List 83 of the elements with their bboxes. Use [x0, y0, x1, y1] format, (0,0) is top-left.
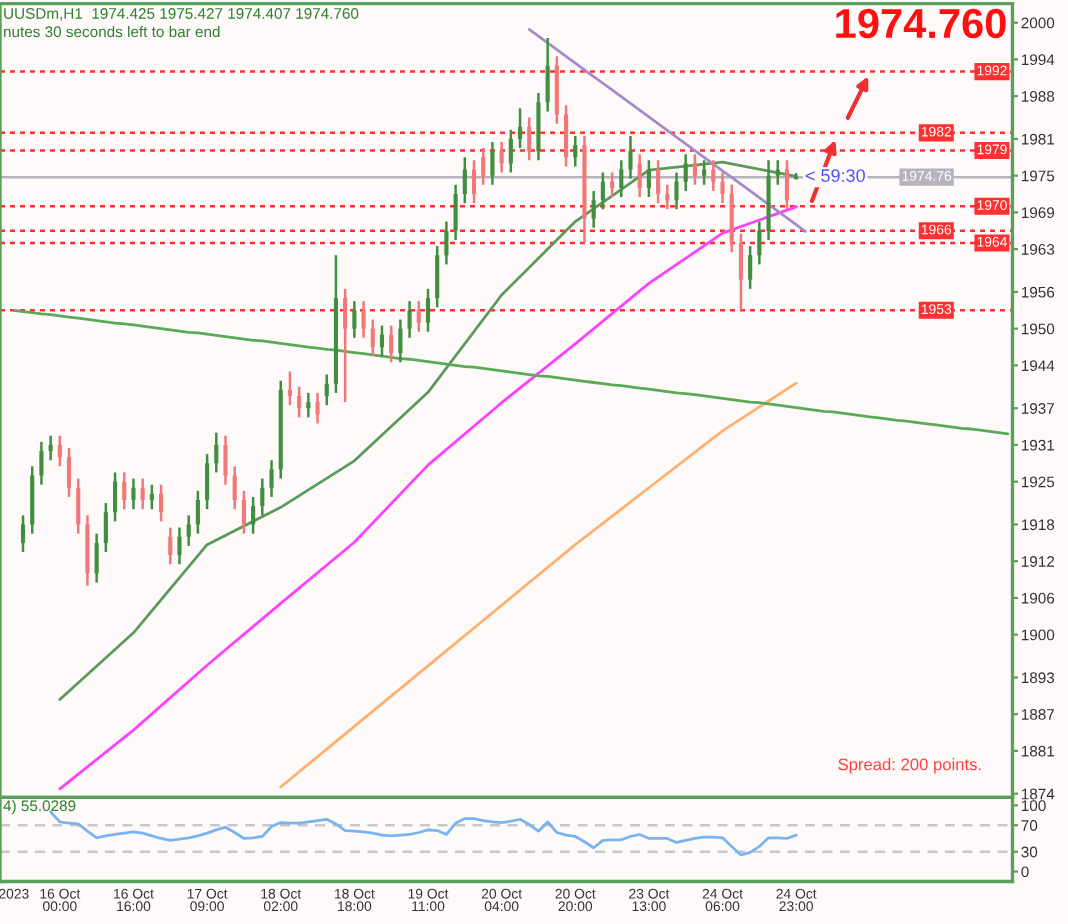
candlestick — [656, 159, 661, 205]
candlestick — [499, 140, 504, 174]
candlestick — [20, 514, 26, 554]
line-series — [58, 205, 798, 791]
candlestick — [490, 140, 495, 187]
candlestick — [168, 526, 173, 566]
candlestick — [159, 483, 164, 523]
candlestick — [610, 171, 615, 199]
candlestick — [720, 171, 725, 205]
candlestick — [471, 159, 477, 205]
candlestick — [140, 477, 145, 511]
candlestick — [287, 370, 292, 407]
candlestick — [435, 244, 440, 309]
candlestick — [775, 159, 780, 187]
candlestick — [637, 152, 642, 199]
candlestick — [517, 107, 523, 150]
candlestick — [186, 514, 191, 548]
candlestick — [674, 171, 679, 211]
candlestick — [149, 483, 154, 511]
candlestick — [591, 189, 596, 229]
candlestick — [361, 299, 366, 340]
candlestick — [241, 489, 246, 535]
candlestick — [214, 431, 219, 474]
candlestick — [444, 220, 449, 266]
candlestick — [453, 183, 458, 242]
candlestick — [260, 477, 265, 517]
candlestick — [527, 116, 532, 162]
candlestick — [352, 299, 357, 340]
candlestick — [39, 440, 44, 486]
candlestick — [370, 318, 375, 358]
candlestick — [112, 471, 118, 523]
candlestick — [508, 128, 513, 174]
candlestick — [683, 152, 688, 193]
candlestick — [57, 434, 62, 468]
candlestick — [223, 434, 228, 486]
candlestick — [76, 477, 81, 535]
candlestick — [195, 489, 200, 535]
line-series — [49, 810, 798, 857]
candlestick — [379, 324, 385, 358]
candlestick — [131, 477, 136, 511]
candlestick — [389, 324, 394, 364]
candlestick — [711, 159, 716, 193]
candlestick — [343, 287, 348, 404]
candlestick — [66, 446, 72, 499]
candlestick — [407, 299, 412, 340]
candlestick — [269, 458, 274, 499]
candlestick — [324, 373, 329, 407]
candlestick — [462, 156, 467, 205]
annotation: Spread: 200 points. — [838, 758, 981, 774]
candlestick — [738, 232, 744, 312]
candlestick — [297, 385, 302, 419]
candlestick — [748, 244, 753, 291]
candlestick — [177, 526, 182, 566]
candlestick — [425, 287, 431, 333]
candlestick — [94, 532, 99, 584]
line-series — [527, 28, 807, 233]
candlestick — [702, 159, 707, 187]
candlestick — [573, 134, 578, 168]
candlestick — [665, 183, 670, 211]
line-series — [58, 160, 798, 701]
candlestick — [232, 465, 237, 511]
annotation: < 59:30 — [805, 169, 865, 182]
candlestick — [251, 495, 256, 535]
line-series — [279, 381, 798, 789]
candlestick — [48, 434, 53, 462]
candlestick — [692, 152, 697, 187]
candlestick — [481, 146, 486, 187]
candlestick — [563, 104, 569, 168]
candlestick — [545, 36, 550, 113]
candlestick — [646, 159, 651, 199]
candlestick — [122, 471, 127, 511]
candlestick — [416, 299, 421, 333]
candlestick — [205, 452, 210, 511]
candlestick — [628, 134, 633, 180]
candlestick — [600, 171, 605, 211]
candlestick — [784, 159, 790, 211]
candlestick — [757, 220, 762, 266]
candlestick — [315, 391, 320, 425]
candlestick — [103, 501, 108, 554]
candlestick — [619, 159, 624, 199]
candlestick — [398, 318, 403, 364]
annotation: 1974.760 — [836, 8, 1006, 39]
candlestick — [306, 391, 311, 419]
